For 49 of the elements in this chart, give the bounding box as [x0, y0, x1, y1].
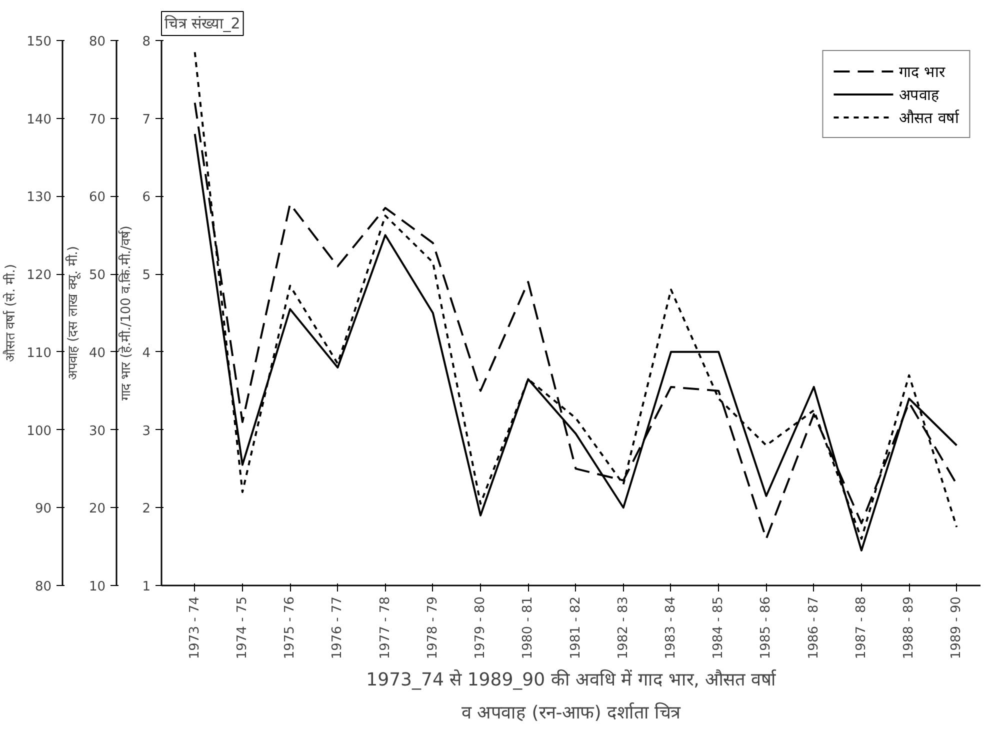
x-tick-label: 1988 - 89 [902, 596, 917, 660]
y2-tick-label: 80 [88, 34, 106, 50]
x-tick-label: 1983 - 84 [663, 596, 678, 660]
y3-tick-label: 110 [26, 346, 52, 361]
text: चित्र संख्या_2 [164, 14, 240, 32]
y2-tick-label: 50 [88, 268, 106, 284]
y-tick-label: 7 [142, 112, 151, 128]
x-tick-label: 1980 - 81 [520, 596, 536, 660]
x-tick-label: 1981 - 82 [568, 596, 584, 660]
y-tick-label: 2 [142, 502, 151, 517]
legend-label: गाद भार [899, 62, 945, 81]
x-tick-label: 1987 - 88 [854, 596, 869, 660]
y2-tick-label: 70 [88, 112, 106, 128]
y3-tick-label: 150 [26, 34, 52, 50]
y2-tick-label: 60 [88, 190, 106, 206]
y-tick-label: 8 [142, 34, 151, 50]
legend-label: औसत वर्षा [899, 108, 959, 127]
y3-axis-title: औसत वर्षा (से. मी.) [2, 264, 19, 362]
y3-tick-label: 90 [34, 502, 52, 517]
y-tick-label: 1 [142, 580, 151, 594]
x-tick-label: 1989 - 90 [949, 596, 964, 660]
y-tick-label: 3 [142, 424, 151, 439]
y-axis-title: गाद भार (हे.मी./100 व.कि.मी./वर्ष) [118, 226, 134, 400]
x-tick-label: 1976 - 77 [330, 596, 346, 660]
x-tick-label: 1984 - 85 [711, 596, 726, 660]
y2-tick-label: 20 [88, 502, 106, 517]
y2-tick-label: 10 [88, 580, 106, 594]
y2-tick-label: 30 [88, 424, 106, 439]
y2-axis-title: अपवाह (दस लाख क्यू. मी.) [64, 246, 81, 380]
x-tick-label: 1975 - 76 [282, 596, 298, 660]
y-tick-label: 4 [142, 346, 151, 361]
x-tick-label: 1985 - 86 [758, 596, 774, 660]
x-tick-label: 1977 - 78 [378, 596, 393, 660]
legend-label: अपवाह [899, 85, 940, 104]
x-tick-label: 1986 - 87 [806, 596, 822, 660]
y-tick-label: 5 [142, 268, 151, 284]
x-tick-label: 1979 - 80 [473, 596, 488, 660]
x-tick-label: 1973 - 74 [187, 596, 202, 660]
text: 1973_74 से 1989_90 की अवधि में गाद भार, औसत वर्षा व अपवाह (रन-आफ) दर्शाता चित्र [366, 668, 777, 724]
y3-tick-label: 80 [34, 580, 52, 594]
x-tick-label: 1974 - 75 [234, 596, 250, 660]
y3-tick-label: 140 [26, 112, 52, 128]
y2-tick-label: 40 [88, 346, 106, 361]
y3-tick-label: 100 [26, 424, 52, 439]
x-tick-label: 1982 - 83 [616, 596, 631, 660]
y-tick-label: 6 [142, 190, 151, 206]
y3-tick-label: 130 [26, 190, 52, 206]
x-tick-label: 1978 - 79 [425, 596, 440, 660]
y3-tick-label: 120 [26, 268, 52, 284]
